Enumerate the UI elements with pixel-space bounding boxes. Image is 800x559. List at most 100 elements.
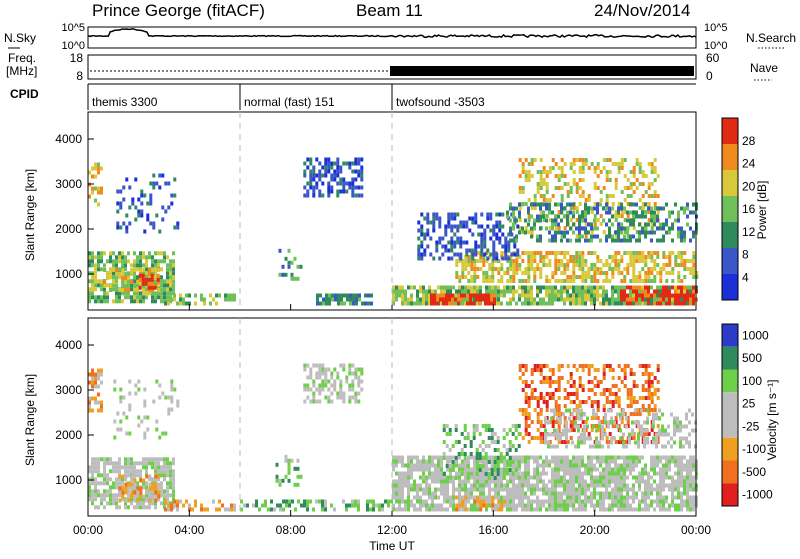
data-cell bbox=[615, 178, 618, 182]
data-cell bbox=[137, 380, 140, 384]
data-cell bbox=[542, 259, 545, 263]
data-cell bbox=[116, 202, 119, 206]
data-cell bbox=[524, 504, 527, 508]
data-cell bbox=[425, 500, 428, 504]
data-cell bbox=[567, 182, 570, 186]
data-cell bbox=[644, 492, 647, 496]
data-cell bbox=[157, 461, 160, 465]
data-cell bbox=[560, 508, 563, 512]
data-cell bbox=[547, 433, 550, 437]
data-cell bbox=[680, 255, 683, 259]
data-cell bbox=[632, 215, 635, 219]
data-cell bbox=[677, 290, 680, 294]
data-cell bbox=[603, 368, 606, 372]
data-cell bbox=[692, 464, 695, 468]
data-cell bbox=[599, 480, 602, 484]
data-cell bbox=[579, 380, 582, 384]
data-cell bbox=[464, 452, 467, 456]
data-cell bbox=[458, 488, 461, 492]
data-cell bbox=[331, 298, 334, 302]
data-cell bbox=[689, 464, 692, 468]
data-cell bbox=[644, 259, 647, 263]
data-cell bbox=[578, 302, 581, 306]
data-cell bbox=[109, 275, 112, 279]
data-cell bbox=[509, 464, 512, 468]
data-cell bbox=[312, 396, 315, 400]
data-cell bbox=[416, 298, 419, 302]
data-cell bbox=[413, 302, 416, 306]
data-cell bbox=[575, 294, 578, 298]
data-cell bbox=[491, 464, 494, 468]
data-cell bbox=[539, 203, 542, 207]
data-cell bbox=[318, 170, 321, 174]
data-cell bbox=[133, 491, 136, 495]
data-cell bbox=[540, 368, 543, 372]
data-cell bbox=[169, 287, 172, 291]
data-cell bbox=[621, 158, 624, 162]
data-cell bbox=[566, 464, 569, 468]
data-cell bbox=[97, 171, 100, 175]
data-cell bbox=[584, 275, 587, 279]
data-cell bbox=[626, 227, 629, 231]
data-cell bbox=[492, 225, 495, 229]
data-cell bbox=[121, 299, 124, 303]
data-cell bbox=[584, 504, 587, 508]
data-cell bbox=[431, 496, 434, 500]
data-cell bbox=[542, 203, 545, 207]
data-cell bbox=[515, 271, 518, 275]
data-cell bbox=[657, 396, 660, 400]
data-cell bbox=[683, 298, 686, 302]
data-cell bbox=[303, 174, 306, 178]
data-cell bbox=[597, 416, 600, 420]
data-cell bbox=[530, 263, 533, 267]
data-cell bbox=[142, 501, 145, 505]
data-cell bbox=[596, 207, 599, 211]
data-cell bbox=[467, 456, 470, 460]
data-cell bbox=[531, 162, 534, 166]
data-cell bbox=[119, 428, 122, 432]
data-cell bbox=[160, 473, 163, 477]
data-cell bbox=[100, 295, 103, 299]
data-cell bbox=[537, 186, 540, 190]
data-cell bbox=[548, 504, 551, 508]
data-cell bbox=[458, 456, 461, 460]
data-cell bbox=[431, 480, 434, 484]
data-cell bbox=[593, 492, 596, 496]
data-cell bbox=[548, 500, 551, 504]
data-cell bbox=[367, 294, 370, 298]
data-cell bbox=[484, 302, 487, 306]
data-cell bbox=[557, 290, 560, 294]
data-cell bbox=[112, 465, 115, 469]
data-cell bbox=[674, 504, 677, 508]
data-cell bbox=[130, 268, 133, 272]
data-cell bbox=[632, 294, 635, 298]
data-cell bbox=[650, 259, 653, 263]
data-cell bbox=[121, 268, 124, 272]
data-cell bbox=[608, 279, 611, 283]
data-cell bbox=[498, 241, 501, 245]
data-cell bbox=[318, 194, 321, 198]
data-cell bbox=[506, 464, 509, 468]
data-cell bbox=[512, 480, 515, 484]
data-cell bbox=[620, 294, 623, 298]
data-cell bbox=[410, 476, 413, 480]
data-cell bbox=[91, 397, 94, 401]
data-cell bbox=[106, 295, 109, 299]
data-cell bbox=[100, 279, 103, 283]
data-cell bbox=[473, 271, 476, 275]
data-cell bbox=[590, 290, 593, 294]
data-cell bbox=[569, 279, 572, 283]
data-cell bbox=[590, 492, 593, 496]
data-cell bbox=[683, 500, 686, 504]
data-cell bbox=[109, 259, 112, 263]
data-cell bbox=[572, 259, 575, 263]
data-cell bbox=[519, 190, 522, 194]
data-cell bbox=[395, 294, 398, 298]
data-cell bbox=[512, 294, 515, 298]
data-cell bbox=[548, 290, 551, 294]
data-cell bbox=[366, 504, 369, 508]
data-cell bbox=[551, 302, 554, 306]
data-cell bbox=[668, 286, 671, 290]
data-cell bbox=[160, 481, 163, 485]
data-cell bbox=[602, 460, 605, 464]
